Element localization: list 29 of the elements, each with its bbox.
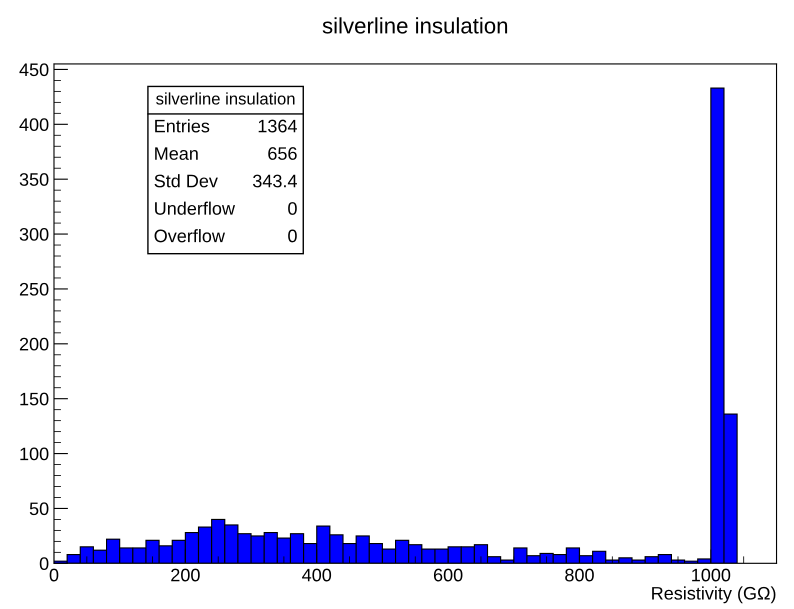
- y-tick-label: 450: [19, 63, 48, 76]
- y-tick-label: 50: [30, 502, 48, 516]
- annotation: 0: [288, 230, 297, 242]
- x-tick-label: 800: [565, 568, 594, 582]
- x-tick-label: 400: [302, 568, 332, 582]
- x-tick-label: 0: [50, 568, 58, 582]
- x-tick-label: 1000: [692, 568, 730, 582]
- x-tick-label: 600: [434, 568, 462, 582]
- y-tick-label: 300: [20, 228, 48, 241]
- y-tick-label: 350: [20, 173, 48, 186]
- annotation: Mean: [155, 147, 198, 160]
- annotation: 0: [288, 202, 297, 215]
- annotation: 343.4: [253, 174, 297, 188]
- annotation: Entries: [155, 119, 210, 132]
- y-tick-label: 400: [19, 118, 48, 132]
- y-tick-label: 150: [20, 392, 48, 406]
- annotation: Underflow: [155, 202, 236, 215]
- annotation: silverline insulation: [156, 92, 294, 105]
- annotation: Std Dev: [154, 174, 218, 188]
- annotation: 1364: [258, 120, 297, 132]
- y-tick-label: 100: [20, 448, 48, 460]
- y-tick-label: 200: [20, 338, 48, 351]
- annotation: Overflow: [154, 229, 225, 242]
- annotation: 656: [268, 147, 297, 160]
- x-tick-label: 200: [171, 568, 200, 582]
- y-tick-label: 250: [20, 282, 48, 296]
- chart-title: silverline insulation: [322, 17, 508, 34]
- x-axis-title: Resistivity (GΩ): [652, 586, 776, 604]
- y-tick-label: 0: [40, 557, 48, 570]
